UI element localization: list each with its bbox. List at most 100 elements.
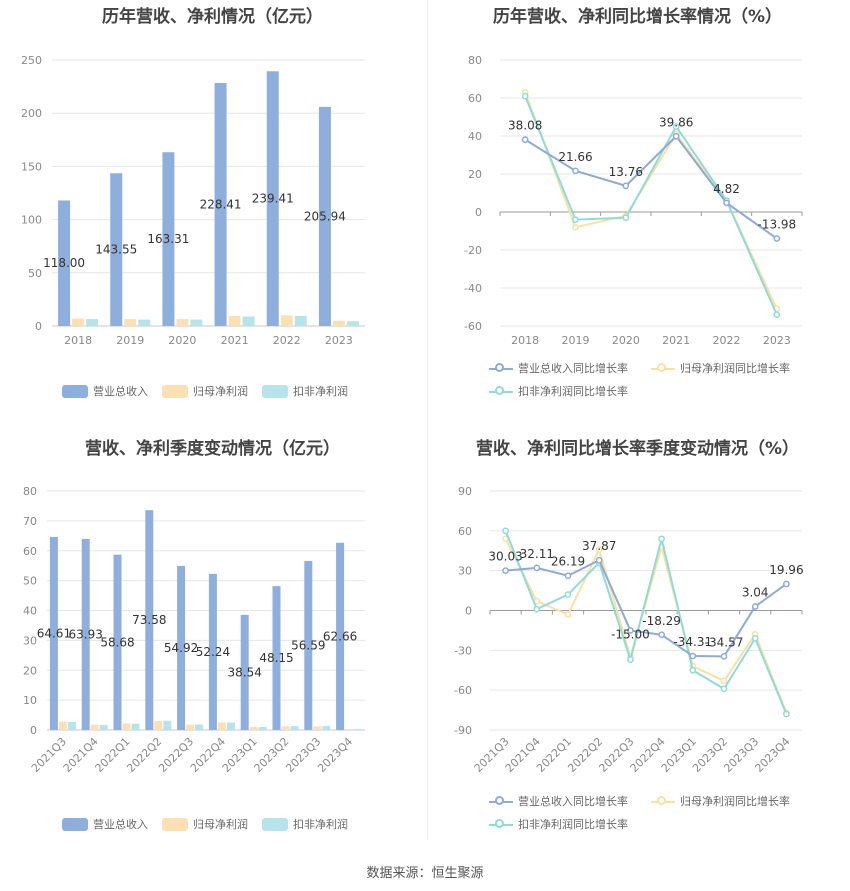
y-tick-label: 60 <box>23 545 37 558</box>
point-revenue-growth <box>751 603 759 610</box>
legend-item-net-profit[interactable]: 归母净利润 <box>162 383 248 399</box>
revenue-data-label: 143.55 <box>95 243 137 257</box>
y-tick-label: 50 <box>28 267 42 280</box>
x-tick-label: 2018 <box>511 334 539 347</box>
bar-net-profit <box>217 722 226 730</box>
revenue-data-label: 54.92 <box>164 641 198 655</box>
y-tick-label: 20 <box>468 168 482 181</box>
annual-growth-rate-panel: 历年营收、净利同比增长率情况（%） 80 60 40 20 0 -20 -40 -60 2018… <box>425 0 850 430</box>
legend-label: 归母净利润同比增长率 <box>680 362 790 375</box>
revenue-growth-data-label: 19.96 <box>769 563 803 577</box>
bar-net-profit <box>345 729 354 730</box>
revenue-data-label: 52.24 <box>196 645 230 659</box>
legend-label: 扣非净利润同比增长率 <box>518 818 628 831</box>
annual-revenue-profit-chart: 0 50 100 150 200 250 118.00 2018 143.55 2019 163.3… <box>21 54 365 347</box>
bar-net-profit <box>58 721 67 730</box>
bar-revenue <box>145 510 154 730</box>
legend-item-revenue[interactable]: 营业总收入 <box>62 383 148 399</box>
revenue-growth-data-label: 3.04 <box>742 585 769 599</box>
y-tick-label: -30 <box>454 644 472 657</box>
bar-deducted-profit <box>86 319 99 326</box>
bar-deducted-profit <box>346 321 359 326</box>
bar-revenue <box>304 560 313 730</box>
revenue-data-label: 62.66 <box>323 629 357 643</box>
quarterly-revenue-profit-chart: 0102030405060708064.612021Q363.932021Q45… <box>23 485 365 775</box>
point-net-profit-growth <box>564 611 572 618</box>
x-tick-label: 2020 <box>168 334 196 347</box>
revenue-growth-data-label: -13.98 <box>757 218 796 232</box>
bar-net-profit <box>280 315 293 326</box>
bar-net-profit <box>176 319 189 326</box>
bar-net-profit <box>90 724 99 730</box>
bar-net-profit <box>186 724 195 730</box>
chart-title: 营收、净利同比增长率季度变动情况（%） <box>475 439 800 459</box>
y-tick-label: -60 <box>454 684 472 697</box>
bar-net-profit <box>154 721 163 730</box>
legend-label: 归母净利润 <box>193 385 248 398</box>
legend-item-deducted-profit[interactable]: 扣非净利润 <box>262 816 348 832</box>
legend-item-deducted-profit[interactable]: 扣非净利润 <box>262 383 348 399</box>
line-deducted-profit-growth <box>504 530 788 715</box>
legend-label: 营业总收入同比增长率 <box>518 362 628 375</box>
y-tick-label: 200 <box>21 107 42 120</box>
legend-item-revenue[interactable]: 营业总收入 <box>62 816 148 832</box>
bar-deducted-profit <box>67 721 76 730</box>
y-tick-label: 250 <box>21 54 42 67</box>
point-revenue-growth <box>595 556 603 564</box>
line-net-profit-growth <box>524 91 778 310</box>
revenue-data-label: 118.00 <box>43 256 85 270</box>
point-revenue-growth <box>622 182 630 190</box>
legend-label: 归母净利润同比增长率 <box>680 795 790 808</box>
y-tick-label: -90 <box>454 724 472 737</box>
bar-deducted-profit <box>131 723 140 730</box>
point-deducted-profit-growth <box>564 591 572 598</box>
line-deducted-profit-growth <box>524 95 778 316</box>
bar-revenue <box>49 536 58 730</box>
point-net-profit-growth <box>595 546 603 553</box>
legend-item-net-profit[interactable]: 归母净利润 <box>162 816 248 832</box>
bar-deducted-profit <box>99 724 108 730</box>
point-revenue-growth <box>672 132 680 140</box>
x-tick-label: 2022 <box>713 334 741 347</box>
revenue-data-label: 163.31 <box>147 232 189 246</box>
legend-item-revenue-growth[interactable]: 营业总收入同比增长率 <box>489 793 628 809</box>
revenue-growth-data-label: -15.00 <box>611 627 650 641</box>
y-tick-label: 0 <box>465 605 472 618</box>
legend-label: 营业总收入 <box>93 385 148 398</box>
point-revenue-growth <box>723 199 730 207</box>
point-net-profit-growth <box>572 223 579 231</box>
x-tick-label: 2022 <box>273 334 301 347</box>
legend-label: 营业总收入同比增长率 <box>518 795 628 808</box>
bar-revenue <box>113 554 122 730</box>
legend-item-revenue-growth[interactable]: 营业总收入同比增长率 <box>489 360 628 376</box>
bar-deducted-profit <box>242 316 255 326</box>
legend-item-net-growth[interactable]: 归母净利润同比增长率 <box>651 360 790 376</box>
point-deducted-profit-growth <box>773 311 781 318</box>
y-tick-label: -40 <box>464 282 482 295</box>
revenue-data-label: 64.61 <box>37 626 71 640</box>
bar-deducted-profit <box>226 722 235 730</box>
annual-revenue-profit-panel: 历年营收、净利情况（亿元） 0 50 100 150 200 250 118.00 2018 1… <box>0 0 425 430</box>
y-tick-label: 10 <box>23 694 37 707</box>
y-tick-label: 40 <box>468 130 482 143</box>
x-tick-label: 2020 <box>612 334 640 347</box>
chart-title: 历年营收、净利情况（亿元） <box>102 7 323 27</box>
point-deducted-profit-growth <box>720 685 728 693</box>
y-tick-label: 90 <box>458 485 472 498</box>
x-tick-label: 2019 <box>562 334 590 347</box>
bar-deducted-profit <box>258 727 267 730</box>
y-tick-label: 50 <box>23 575 37 588</box>
y-tick-label: 20 <box>23 664 37 677</box>
legend-item-deducted-growth[interactable]: 扣非净利润同比增长率 <box>489 383 628 399</box>
bar-deducted-profit <box>163 720 172 730</box>
bar-deducted-profit <box>354 729 363 730</box>
legend-item-net-growth[interactable]: 归母净利润同比增长率 <box>651 793 790 809</box>
legend-label: 扣非净利润 <box>293 818 348 831</box>
legend-swatch <box>162 817 188 831</box>
legend-item-deducted-growth[interactable]: 扣非净利润同比增长率 <box>489 816 628 832</box>
point-deducted-profit-growth <box>622 214 630 222</box>
line-revenue-growth <box>524 134 778 240</box>
point-deducted-profit-growth <box>533 605 541 613</box>
bar-net-profit <box>281 726 290 730</box>
point-revenue-growth <box>783 580 790 588</box>
